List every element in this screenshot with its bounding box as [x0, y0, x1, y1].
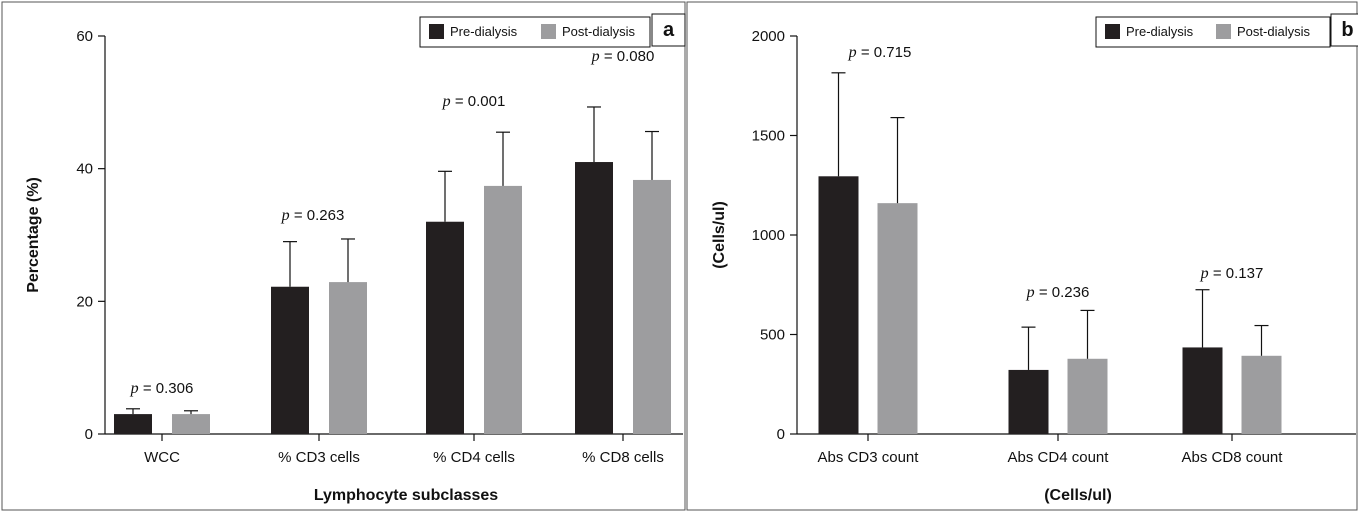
chart-panel-b: 0 500 1000 1500 2000 (Cells/ul) Abs CD3 count p…: [686, 0, 1358, 513]
panel-letter: a: [663, 19, 675, 41]
y-axis-title: (Cells/ul): [711, 201, 728, 269]
p-value-annotation: p = 0.715: [848, 44, 912, 61]
bar: [1241, 355, 1282, 434]
p-value-annotation: p = 0.306: [130, 380, 194, 397]
p-value-annotation: p = 0.001: [442, 93, 506, 110]
y-tick-label: 0: [777, 426, 785, 443]
x-tick-label: Abs CD3 count: [818, 449, 920, 466]
bar: [575, 162, 613, 435]
x-tick-label: % CD3 cells: [278, 449, 360, 466]
y-tick-label: 1000: [752, 227, 785, 244]
bar: [329, 282, 367, 434]
bar: [1008, 369, 1049, 434]
x-tick-label: % CD8 cells: [582, 449, 664, 466]
y-tick-label: 1500: [752, 128, 785, 145]
panel-frame: [686, 1, 1358, 511]
y-tick-label: 20: [76, 293, 93, 310]
x-axis-title: (Cells/ul): [1044, 487, 1112, 504]
legend-box: [419, 16, 651, 48]
bar: [484, 185, 522, 434]
legend-swatch: [541, 24, 556, 39]
p-value-annotation: p = 0.236: [1026, 284, 1090, 301]
legend-box: [1095, 16, 1331, 48]
bar: [1182, 347, 1223, 434]
panel-letter: b: [1341, 19, 1353, 41]
x-tick-label: Abs CD8 count: [1182, 449, 1284, 466]
panel-frame: [1, 1, 686, 511]
panel-letter-box: [651, 13, 686, 47]
bar: [114, 414, 152, 434]
legend-label: Post-dialysis: [1237, 24, 1310, 39]
x-tick-label: Abs CD4 count: [1008, 449, 1110, 466]
p-value-annotation: p = 0.080: [591, 48, 655, 65]
y-tick-label: 2000: [752, 28, 785, 45]
y-tick-label: 40: [76, 161, 93, 178]
x-axis-title: Lymphocyte subclasses: [314, 487, 498, 504]
panel-letter-box: [1330, 13, 1358, 47]
bar: [271, 286, 309, 434]
p-value-annotation: p = 0.263: [281, 207, 345, 224]
legend-label: Post-dialysis: [562, 24, 635, 39]
bar: [426, 221, 464, 434]
legend-label: Pre-dialysis: [450, 24, 518, 39]
x-tick-label: % CD4 cells: [433, 449, 515, 466]
p-value-annotation: p = 0.137: [1200, 265, 1264, 282]
y-tick-label: 60: [76, 28, 93, 45]
x-tick-label: WCC: [144, 449, 180, 466]
chart-b-svg: 0 500 1000 1500 2000 (Cells/ul) Abs CD3 count p…: [686, 1, 1358, 511]
legend-swatch: [1216, 24, 1231, 39]
bar: [1067, 358, 1108, 434]
bar: [877, 203, 918, 434]
legend-swatch: [429, 24, 444, 39]
y-axis-title: Percentage (%): [25, 177, 42, 293]
bar: [172, 414, 210, 434]
legend-label: Pre-dialysis: [1126, 24, 1194, 39]
bar: [818, 176, 859, 435]
chart-panel-a: 0 20 40 60 Percentage (%) WCC p = 0.306 % CD3 c…: [1, 1, 686, 511]
y-tick-label: 0: [85, 426, 93, 443]
chart-a-svg: 0 20 40 60 Percentage (%) WCC p = 0.306 % CD3 c…: [1, 1, 686, 511]
legend-swatch: [1105, 24, 1120, 39]
bar: [633, 179, 671, 434]
y-tick-label: 500: [760, 327, 785, 344]
